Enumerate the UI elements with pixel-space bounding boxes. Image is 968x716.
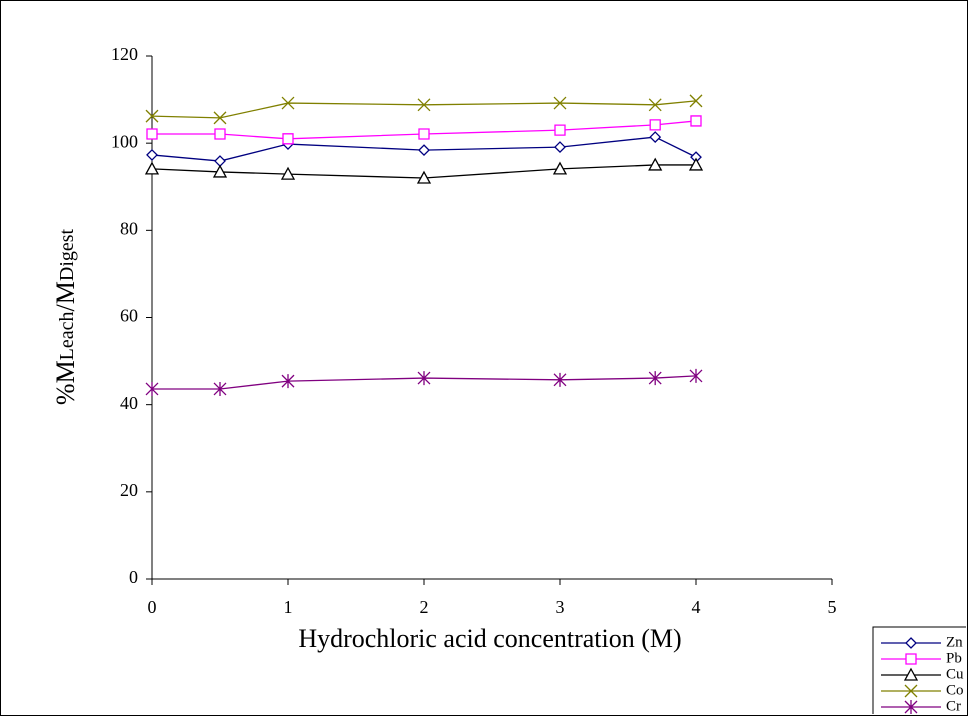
legend-label: Pb [946,650,962,666]
marker [214,128,226,140]
marker [213,111,227,125]
marker [649,131,662,143]
y-tick-label: 120 [111,44,138,64]
marker [281,374,295,389]
marker [554,124,566,136]
x-tick-label: 2 [420,597,429,617]
marker [418,128,430,140]
y-tick-label: 0 [129,567,138,587]
marker [905,653,917,665]
y-tick-label: 20 [120,480,138,500]
legend-label: Cr [946,698,961,714]
marker [213,381,227,396]
marker [146,149,158,161]
marker [648,371,662,386]
marker [552,161,568,175]
marker [690,115,702,127]
marker [145,109,159,123]
marker [648,98,662,112]
y-label-part: %M [51,360,80,405]
marker [649,119,661,131]
y-tick-label: 80 [120,218,138,238]
marker [417,98,431,112]
legend-box [872,626,966,714]
x-axis-label: Hydrochloric acid concentration (M) [298,624,681,653]
legend-label: Zn [946,634,963,650]
marker [688,157,704,171]
marker [553,96,567,110]
marker [648,157,663,171]
y-label-sub: Digest [56,228,78,281]
y-tick-label: 40 [120,393,138,413]
marker [417,371,431,386]
x-tick-label: 4 [692,597,701,617]
x-tick-label: 1 [284,597,293,617]
x-tick-label: 5 [828,597,837,617]
marker [280,166,296,180]
legend-label: Co [946,682,964,698]
marker [418,144,430,157]
y-label-part: /M [51,281,80,311]
marker [903,667,919,681]
marker [145,381,159,396]
marker [554,141,566,154]
y-label-sub: Leach [56,311,78,360]
marker [689,94,703,108]
y-tick-label: 60 [120,306,138,326]
marker [144,161,160,175]
x-tick-label: 3 [556,597,565,617]
marker [416,170,432,184]
marker [553,372,567,387]
marker [689,368,703,383]
marker [904,700,918,714]
y-tick-label: 100 [111,131,138,151]
marker [281,96,295,110]
marker [282,133,294,145]
marker [905,637,917,649]
marker [146,128,158,140]
marker [904,684,918,698]
legend-label: Cu [946,666,964,682]
x-tick-label: 0 [148,597,157,617]
y-axis-label: %MLeach/MDigest [51,228,80,405]
marker [212,164,228,178]
